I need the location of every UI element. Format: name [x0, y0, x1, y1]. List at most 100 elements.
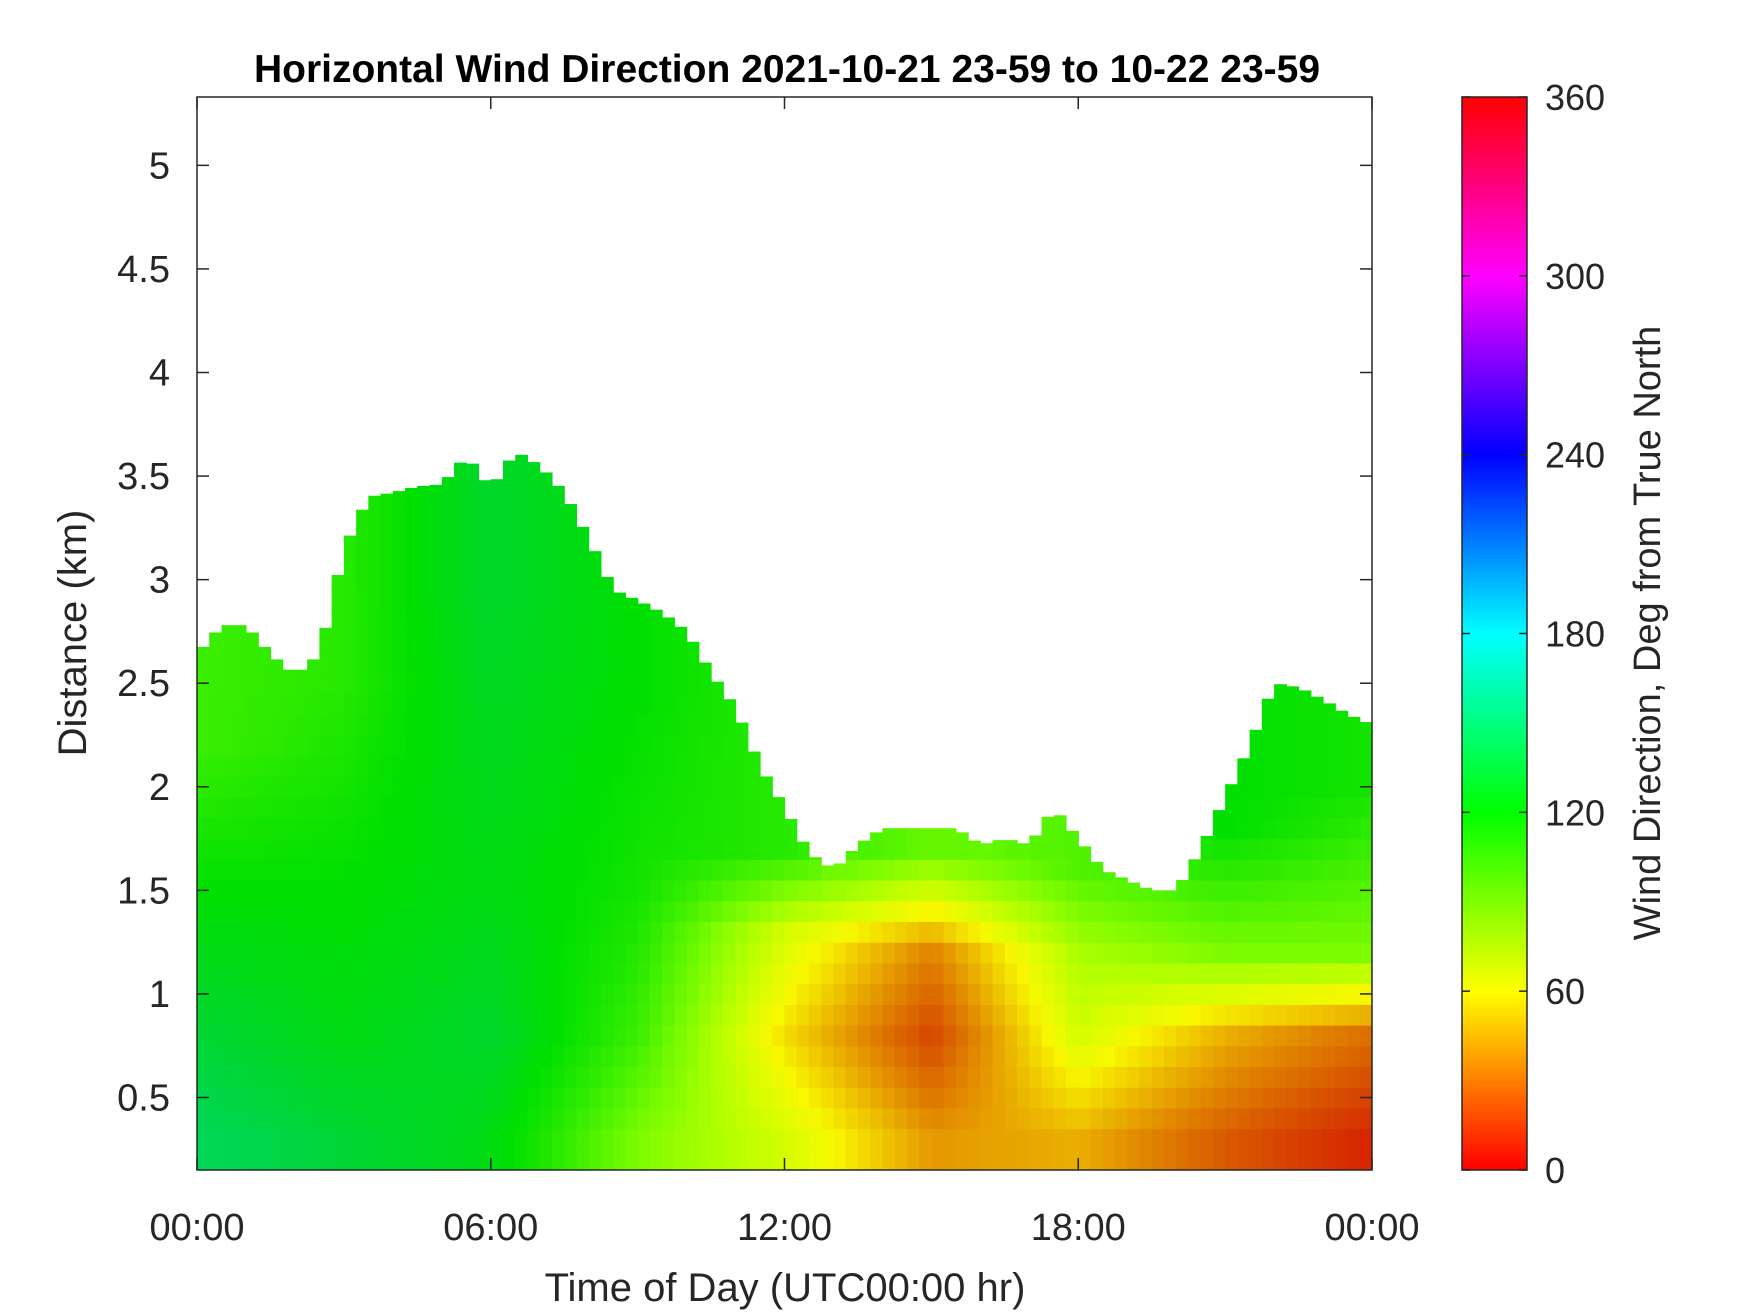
heatmap-cell: [1274, 817, 1287, 840]
heatmap-cell: [772, 859, 786, 881]
heatmap-cell: [343, 590, 357, 612]
heatmap-cell: [368, 817, 382, 840]
heatmap-cell: [1114, 1128, 1128, 1150]
heatmap-cell: [1004, 1107, 1018, 1130]
heatmap-cell: [698, 735, 712, 757]
heatmap-cell: [637, 880, 651, 902]
heatmap-cell: [711, 1025, 724, 1047]
heatmap-cell: [221, 817, 235, 840]
heatmap-cell: [1298, 1066, 1312, 1088]
heatmap-cell: [551, 755, 565, 778]
heatmap-cell: [356, 900, 369, 923]
heatmap-cell: [1200, 859, 1214, 881]
heatmap-cell: [955, 1025, 969, 1047]
heatmap-cell: [698, 714, 712, 736]
heatmap-cell: [784, 900, 798, 923]
heatmap-cell: [1225, 900, 1238, 923]
heatmap-cell: [466, 1107, 480, 1130]
heatmap-cell: [441, 942, 455, 964]
heatmap-cell: [857, 1087, 871, 1109]
heatmap-cell: [1053, 838, 1067, 860]
heatmap-cell: [294, 838, 308, 860]
heatmap-cell: [1237, 817, 1251, 840]
heatmap-cell: [943, 1128, 957, 1150]
heatmap-cell: [1323, 900, 1336, 923]
heatmap-cell: [319, 983, 333, 1005]
heatmap-cell: [417, 797, 431, 819]
heatmap-cell: [1176, 1004, 1190, 1026]
heatmap-cell: [380, 755, 394, 778]
heatmap-cell: [588, 859, 602, 881]
heatmap-cell: [380, 672, 394, 695]
heatmap-cell: [662, 693, 675, 715]
heatmap-cell: [857, 1025, 871, 1047]
heatmap-cell: [992, 1149, 1006, 1170]
heatmap-cell: [1286, 1004, 1300, 1026]
heatmap-cell: [698, 1066, 712, 1088]
heatmap-cell: [478, 714, 492, 736]
heatmap-cell: [1127, 962, 1141, 985]
heatmap-cell: [980, 1045, 994, 1068]
heatmap-cell: [1347, 797, 1361, 819]
x-tick-label: 12:00: [737, 1207, 832, 1249]
heatmap-cell: [294, 1107, 308, 1130]
heatmap-cell: [723, 880, 737, 902]
heatmap-cell: [686, 672, 700, 695]
heatmap-cell: [527, 631, 541, 653]
heatmap-cell: [649, 900, 663, 923]
heatmap-cell: [1029, 962, 1043, 985]
heatmap-cell: [478, 797, 492, 819]
heatmap-cell: [1261, 1025, 1275, 1047]
heatmap-cell: [454, 1004, 467, 1026]
heatmap-cell: [625, 797, 639, 819]
heatmap-cell: [441, 880, 455, 902]
heatmap-cell: [307, 942, 320, 964]
heatmap-cell: [527, 507, 541, 529]
heatmap-cell: [808, 859, 822, 881]
heatmap-cell: [405, 921, 418, 943]
heatmap-cell: [429, 714, 443, 736]
heatmap-cell: [405, 859, 418, 881]
heatmap-cell: [808, 983, 822, 1005]
heatmap-cell: [331, 735, 345, 757]
heatmap-cell: [1053, 1045, 1067, 1068]
heatmap-cell: [637, 859, 651, 881]
heatmap-cell: [270, 962, 284, 985]
heatmap-cell: [197, 942, 210, 964]
heatmap-cell: [294, 962, 308, 985]
heatmap-cell: [980, 1107, 994, 1130]
heatmap-cell: [1335, 776, 1349, 798]
heatmap-cell: [380, 1066, 394, 1088]
heatmap-cell: [417, 569, 431, 591]
heatmap-cell: [539, 1004, 553, 1026]
heatmap-cell: [625, 859, 639, 881]
heatmap-cell: [1310, 755, 1324, 778]
heatmap-cell: [919, 921, 932, 943]
heatmap-cell: [821, 962, 835, 985]
heatmap-cell: [527, 735, 541, 757]
heatmap-cell: [294, 817, 308, 840]
heatmap-cell: [588, 1066, 602, 1088]
heatmap-cell: [270, 942, 284, 964]
heatmap-cell: [931, 942, 945, 964]
heatmap-cell: [1225, 797, 1238, 819]
heatmap-cell: [821, 983, 835, 1005]
heatmap-cell: [808, 962, 822, 985]
heatmap-cell: [1212, 838, 1226, 860]
heatmap-cell: [784, 1025, 798, 1047]
heatmap-cell: [454, 507, 467, 529]
heatmap-cell: [454, 797, 467, 819]
heatmap-cell: [392, 569, 406, 591]
heatmap-cell: [760, 1087, 773, 1109]
heatmap-cell: [955, 900, 969, 923]
heatmap-cell: [821, 900, 835, 923]
heatmap-cell: [735, 776, 749, 798]
heatmap-cell: [380, 693, 394, 715]
heatmap-cell: [417, 485, 431, 488]
heatmap-cell: [1090, 1107, 1104, 1130]
heatmap-cell: [686, 942, 700, 964]
heatmap-cell: [515, 921, 529, 943]
heatmap-cell: [882, 1149, 896, 1170]
heatmap-cell: [772, 1128, 786, 1150]
heatmap-cell: [356, 735, 369, 757]
